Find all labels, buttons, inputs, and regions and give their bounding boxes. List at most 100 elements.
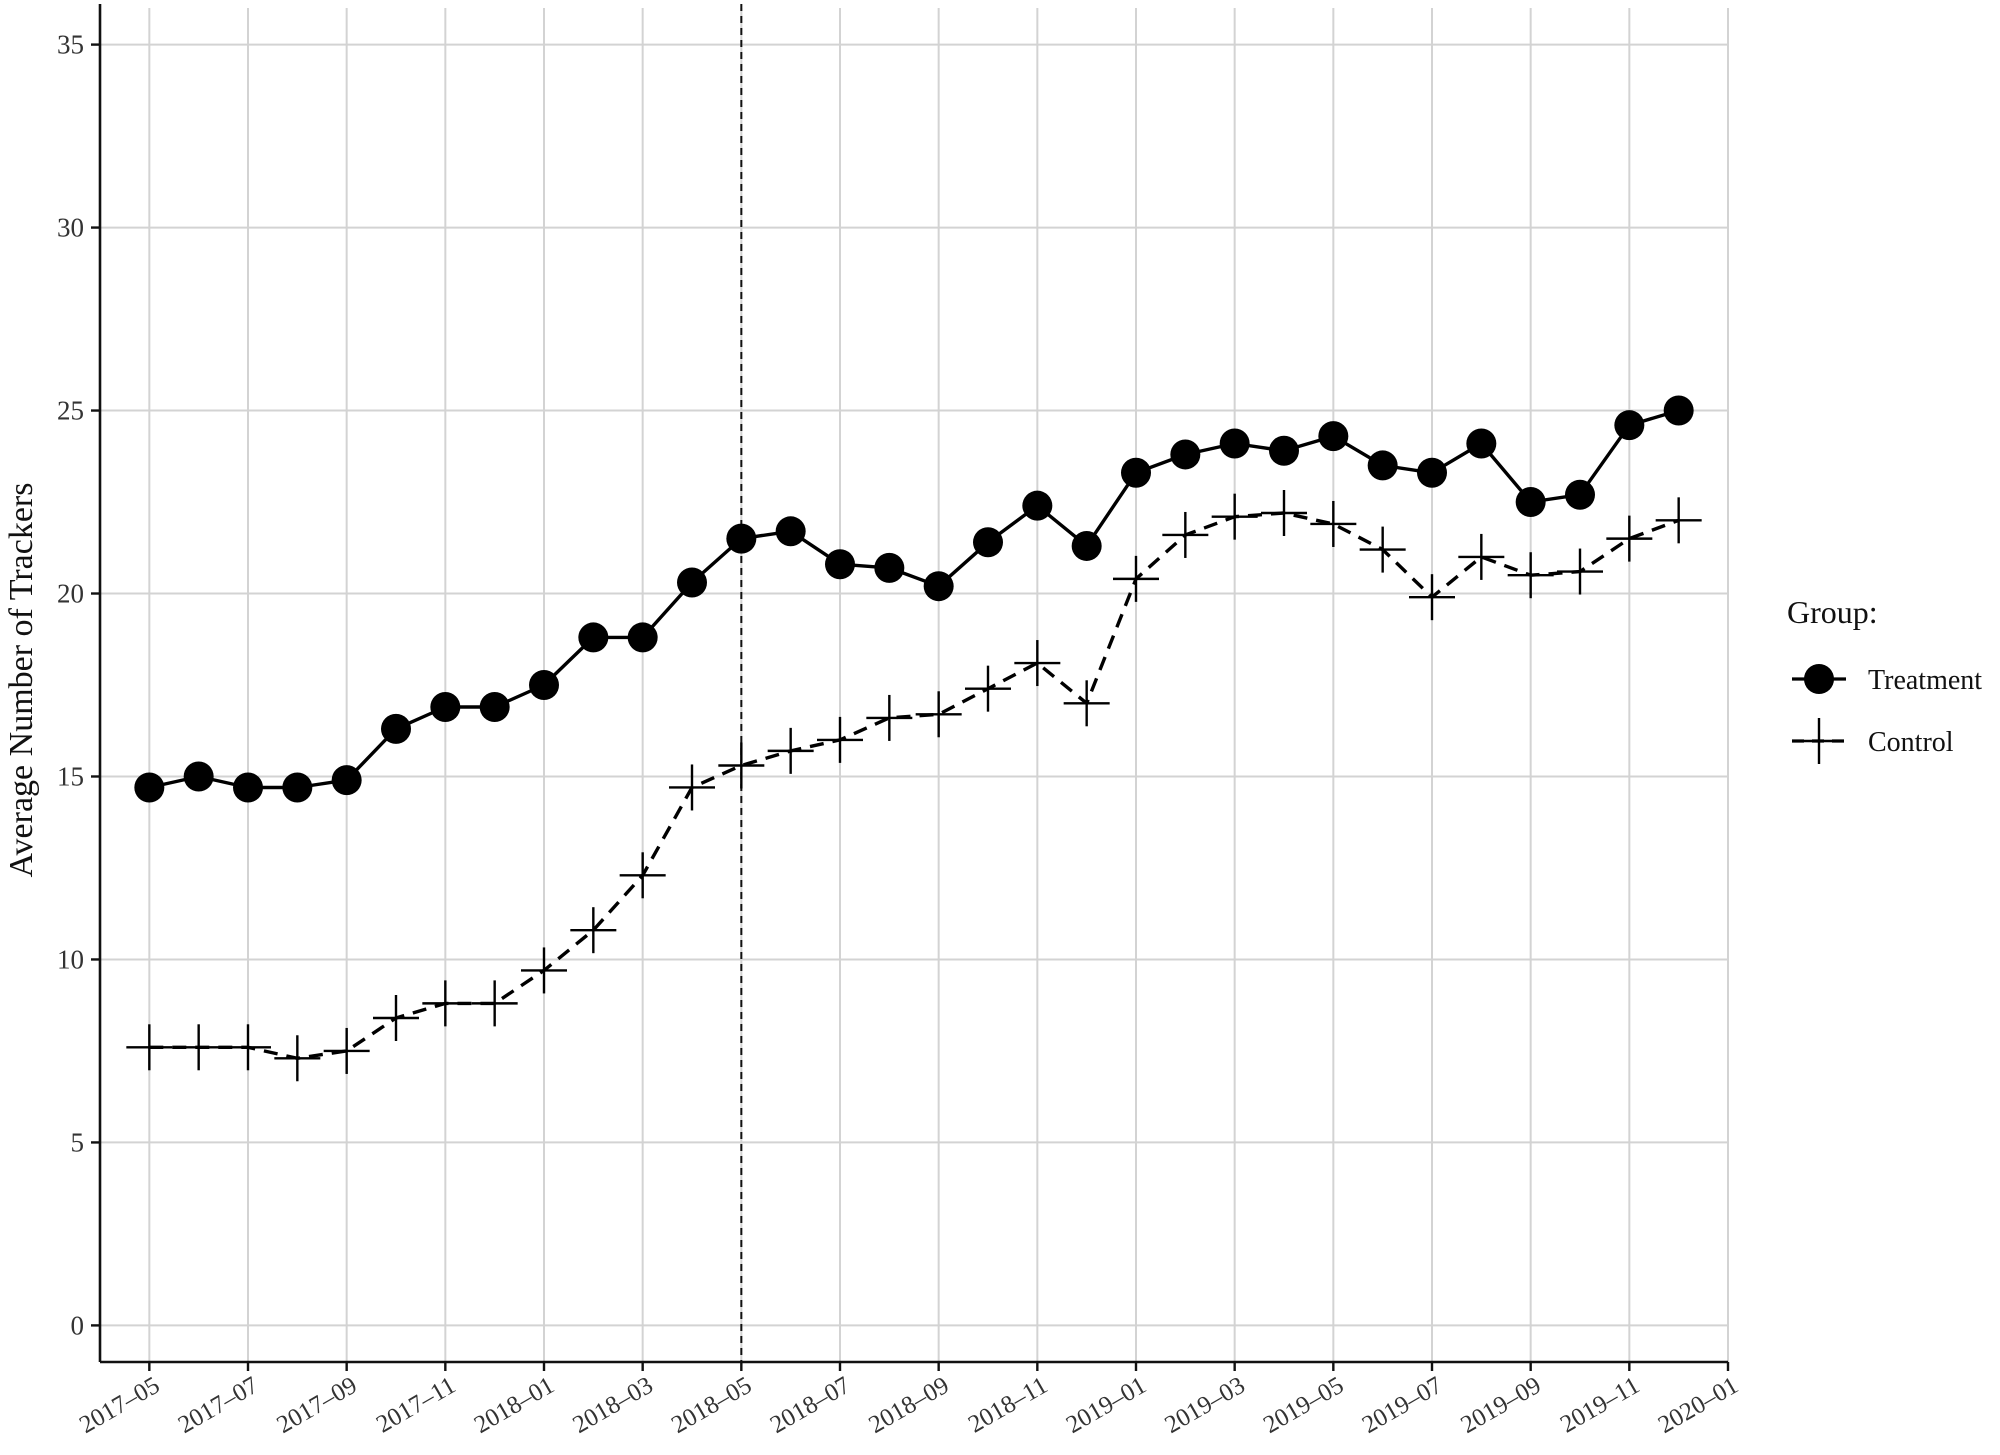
treatment-point — [1565, 479, 1595, 510]
treatment-point — [677, 567, 707, 598]
treatment-point — [1219, 428, 1250, 459]
control-point — [718, 742, 765, 789]
treatment-point — [1071, 530, 1102, 561]
legend-title: Group: — [1787, 594, 1878, 630]
control-point — [619, 852, 666, 899]
control-point — [1655, 497, 1702, 544]
x-tick-label: 2018–07 — [766, 1372, 855, 1439]
control-point — [866, 694, 913, 741]
y-tick-label: 10 — [57, 944, 84, 974]
series-layer — [126, 395, 1702, 1082]
x-tick-label: 2017–11 — [372, 1372, 460, 1439]
x-tick-label: 2018–09 — [864, 1372, 953, 1439]
control-point — [965, 665, 1011, 712]
x-tick-label: 2019–03 — [1160, 1372, 1249, 1439]
control-point — [817, 716, 863, 763]
treatment-point — [1663, 395, 1694, 426]
control-point — [1507, 552, 1554, 599]
control-point — [422, 980, 469, 1027]
treatment-line — [148, 408, 1680, 790]
control-point — [274, 1035, 321, 1082]
treatment-point — [381, 713, 411, 744]
treatment-point — [430, 691, 461, 722]
x-tick-label: 2019–11 — [1556, 1372, 1644, 1439]
control-point — [1113, 555, 1159, 602]
treatment-point — [1121, 457, 1151, 488]
legend-marker-circle — [1804, 664, 1834, 694]
x-tick-label: 2017–09 — [272, 1372, 361, 1439]
x-tick-label: 2020–01 — [1654, 1372, 1743, 1439]
control-point — [323, 1027, 370, 1074]
control-point — [1359, 526, 1406, 573]
treatment-point — [282, 772, 313, 803]
control-point — [1606, 515, 1653, 562]
control-point — [373, 995, 419, 1042]
control-point — [1211, 493, 1258, 540]
treatment-point — [134, 772, 165, 803]
control-point — [669, 764, 715, 811]
x-tick-label: 2018–01 — [470, 1372, 559, 1439]
control-point — [1310, 500, 1357, 547]
control-point — [1261, 490, 1307, 537]
x-tick-label: 2019–01 — [1062, 1372, 1151, 1439]
control-point — [126, 1024, 173, 1071]
x-tick-label: 2019–09 — [1456, 1372, 1545, 1439]
x-tick-label: 2018–03 — [568, 1372, 657, 1439]
control-point — [225, 1024, 271, 1071]
x-tick-labels: 2017–05 2017–07 2017–09 2017–11 2018–01 2018–… — [75, 1372, 1743, 1439]
legend-label: Control — [1868, 727, 1954, 758]
x-tick-label: 2019–05 — [1259, 1372, 1348, 1439]
axes — [91, 4, 1730, 1371]
y-tick-label: 30 — [57, 213, 84, 243]
control-point — [1014, 640, 1061, 687]
x-tick-label: 2017–05 — [75, 1372, 164, 1439]
legend-item-treatment: Treatment — [1792, 664, 1982, 696]
y-tick-label: 25 — [57, 396, 84, 426]
treatment-point — [923, 571, 954, 602]
grid — [100, 8, 1729, 1362]
control-point — [1557, 548, 1603, 595]
y-tick-label: 5 — [71, 1127, 85, 1157]
treatment-point — [1515, 487, 1546, 518]
treatment-point — [1466, 428, 1497, 459]
legend-marker-plus — [1796, 718, 1842, 764]
control-line — [149, 511, 1680, 1060]
legend: Group: Treatment Control — [1787, 594, 1982, 764]
treatment-point — [874, 552, 905, 583]
treatment-point — [726, 523, 757, 554]
x-tick-label: 2018–11 — [964, 1372, 1052, 1439]
treatment-point — [1318, 421, 1349, 452]
treatment-point — [479, 691, 510, 722]
control-point — [521, 947, 567, 994]
y-tick-label: 35 — [57, 30, 84, 60]
x-tick-label: 2018–05 — [667, 1372, 756, 1439]
treatment-point — [1269, 435, 1299, 466]
legend-label: Treatment — [1868, 665, 1982, 696]
treatment-point — [825, 549, 855, 580]
y-tick-label: 20 — [57, 579, 84, 609]
x-tick-label: 2019–07 — [1358, 1372, 1447, 1439]
treatment-point — [529, 670, 559, 700]
treatment-point — [775, 516, 806, 547]
legend-item-control: Control — [1792, 718, 1954, 764]
control-point — [1063, 680, 1110, 727]
control-point — [471, 980, 518, 1027]
x-tick-label: 2017–07 — [174, 1372, 263, 1439]
y-tick-label: 0 — [71, 1310, 85, 1340]
treatment-point — [578, 622, 609, 653]
treatment-point — [627, 622, 658, 653]
control-point — [1458, 533, 1505, 580]
treatment-point — [973, 527, 1003, 558]
treatment-point — [1614, 410, 1645, 441]
treatment-point — [183, 761, 214, 792]
treatment-point — [233, 772, 263, 803]
control-point — [1162, 511, 1209, 558]
control-point — [767, 727, 814, 774]
treatment-point — [1022, 490, 1053, 521]
y-tick-labels: 0 5 10 15 20 25 30 35 — [57, 30, 84, 1341]
control-point — [1409, 574, 1455, 621]
control-point — [915, 691, 962, 738]
treatment-point — [331, 765, 362, 796]
y-axis-label: Average Number of Trackers — [3, 483, 40, 878]
